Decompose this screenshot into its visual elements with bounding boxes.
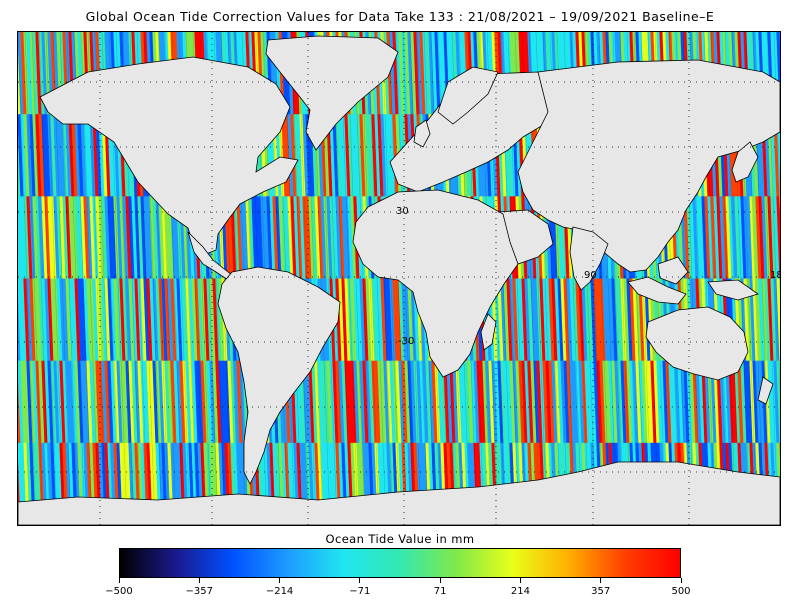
borneo-land [657, 256, 689, 285]
greenland-land [265, 35, 399, 151]
graticule [18, 32, 780, 525]
lat-label-minus-30: -30 [398, 336, 414, 347]
south-america-land [217, 266, 341, 485]
new-zealand-land [757, 376, 774, 405]
colorbar-tick-label: 214 [510, 586, 530, 597]
colorbar-tick [680, 578, 682, 583]
scandinavia-land [437, 66, 499, 125]
colorbar-tick [600, 578, 602, 583]
tide-map: 30 -30 90 180 [17, 31, 781, 526]
lon-label-90: 90 [584, 270, 597, 281]
tide-map-svg: 30 -30 90 180 [18, 32, 780, 525]
north-america-land [39, 56, 299, 255]
colorbar-tick-label: 71 [433, 586, 447, 597]
colorbar-tick-label: −214 [265, 586, 294, 597]
map-title: Global Ocean Tide Correction Values for … [85, 9, 715, 24]
colorbar [119, 548, 681, 578]
colorbar-title: Ocean Tide Value in mm [325, 532, 475, 546]
colorbar-tick-label: −500 [105, 586, 133, 597]
indonesia-land [627, 276, 687, 305]
india-land [569, 226, 609, 291]
landmasses [18, 35, 780, 525]
colorbar-tick-label: −71 [349, 586, 371, 597]
colorbar-tick-label: 500 [671, 586, 691, 597]
japan-land [731, 141, 759, 183]
british-isles-land [413, 119, 431, 148]
colorbar-tick [519, 578, 521, 583]
colorbar-tick [279, 578, 281, 583]
asia-land [517, 59, 780, 273]
colorbar-tick [118, 578, 120, 583]
colorbar-tick-label: −357 [185, 586, 214, 597]
lon-label-180: 180 [770, 270, 780, 281]
colorbar-tick-label: 357 [591, 586, 611, 597]
lat-label-30: 30 [396, 206, 409, 217]
colorbar-tick [198, 578, 200, 583]
colorbar-tick [359, 578, 361, 583]
colorbar-tick [439, 578, 441, 583]
madagascar-land [480, 313, 497, 351]
antarctica-land [18, 461, 780, 525]
new-guinea-land [707, 279, 759, 301]
australia-land [645, 306, 749, 381]
africa-land [352, 189, 519, 378]
